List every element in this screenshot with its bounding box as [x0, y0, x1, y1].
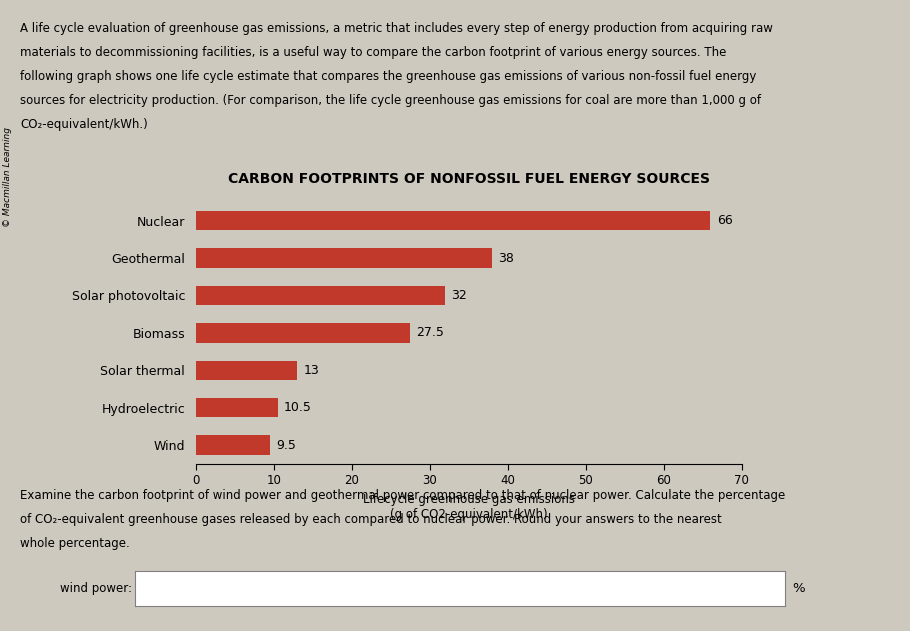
Text: sources for electricity production. (For comparison, the life cycle greenhouse g: sources for electricity production. (For…	[20, 94, 761, 107]
Text: A life cycle evaluation of greenhouse gas emissions, a metric that includes ever: A life cycle evaluation of greenhouse ga…	[20, 22, 773, 35]
Bar	[196, 211, 711, 230]
Text: materials to decommissioning facilities, is a useful way to compare the carbon f: materials to decommissioning facilities,…	[20, 46, 726, 59]
Text: %: %	[793, 582, 805, 594]
Bar	[196, 249, 492, 268]
Text: 10.5: 10.5	[284, 401, 311, 414]
Text: wind power:: wind power:	[60, 582, 132, 594]
Text: Examine the carbon footprint of wind power and geothermal power compared to that: Examine the carbon footprint of wind pow…	[20, 489, 785, 502]
Text: © Macmillan Learning: © Macmillan Learning	[3, 127, 12, 227]
Text: whole percentage.: whole percentage.	[20, 537, 130, 550]
Text: of CO₂-equivalent greenhouse gases released by each compared to nuclear power. R: of CO₂-equivalent greenhouse gases relea…	[20, 513, 722, 526]
Bar	[196, 360, 297, 380]
Bar	[196, 286, 445, 305]
X-axis label: Lifecycle greenhouse gas emissions
(g of CO2-equivalent/kWh): Lifecycle greenhouse gas emissions (g of…	[363, 493, 574, 521]
Text: 27.5: 27.5	[417, 326, 444, 339]
Text: 13: 13	[303, 363, 319, 377]
Text: 32: 32	[451, 289, 467, 302]
Text: following graph shows one life cycle estimate that compares the greenhouse gas e: following graph shows one life cycle est…	[20, 70, 756, 83]
Bar	[196, 435, 269, 455]
Bar	[196, 323, 410, 343]
Text: CO₂-equivalent/kWh.): CO₂-equivalent/kWh.)	[20, 118, 147, 131]
Text: CARBON FOOTPRINTS OF NONFOSSIL FUEL ENERGY SOURCES: CARBON FOOTPRINTS OF NONFOSSIL FUEL ENER…	[228, 172, 710, 186]
Text: 66: 66	[717, 214, 733, 227]
Text: 38: 38	[499, 252, 514, 264]
Text: 9.5: 9.5	[276, 439, 296, 452]
Bar	[196, 398, 278, 417]
